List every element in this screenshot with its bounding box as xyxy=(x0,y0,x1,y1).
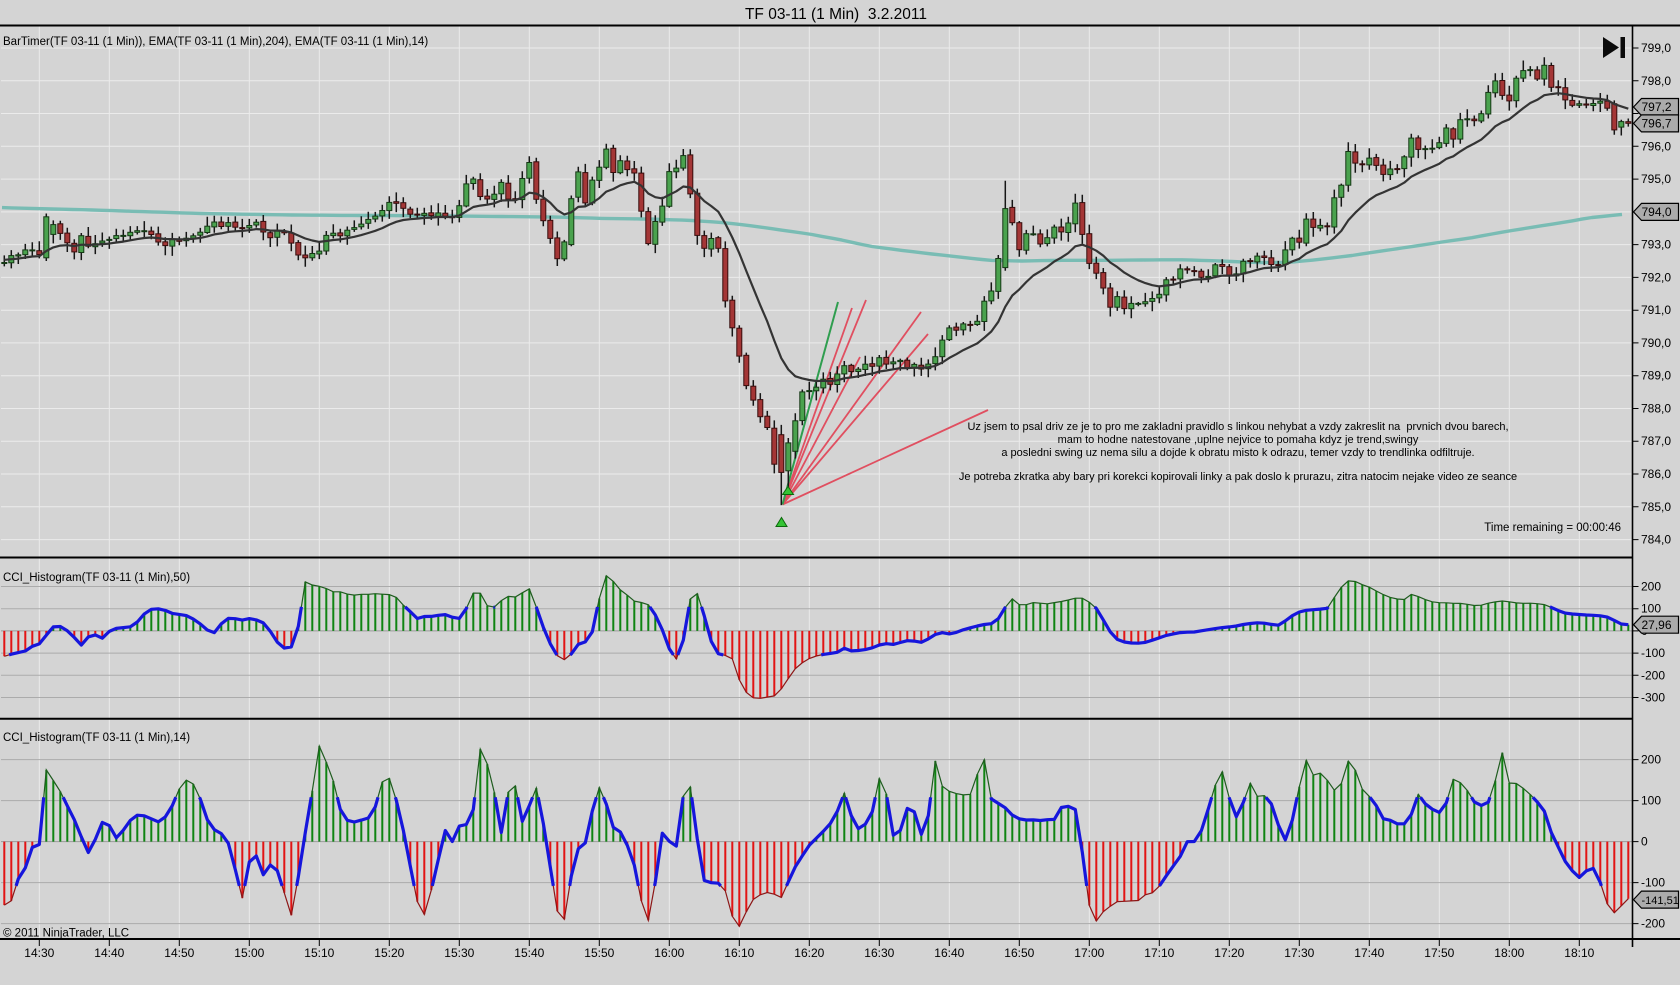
svg-text:14:40: 14:40 xyxy=(94,946,124,960)
svg-text:17:40: 17:40 xyxy=(1354,946,1384,960)
svg-text:787,0: 787,0 xyxy=(1641,434,1671,448)
svg-text:18:10: 18:10 xyxy=(1564,946,1594,960)
svg-text:27,96: 27,96 xyxy=(1642,618,1672,632)
svg-text:14:50: 14:50 xyxy=(164,946,194,960)
svg-text:16:40: 16:40 xyxy=(934,946,964,960)
svg-text:796,0: 796,0 xyxy=(1641,139,1671,153)
svg-text:17:50: 17:50 xyxy=(1424,946,1454,960)
svg-text:15:50: 15:50 xyxy=(584,946,614,960)
svg-text:793,0: 793,0 xyxy=(1641,238,1671,252)
svg-text:17:00: 17:00 xyxy=(1074,946,1104,960)
svg-text:Je potreba zkratka aby bary pr: Je potreba zkratka aby bary pri korekci … xyxy=(959,471,1517,483)
svg-text:794,0: 794,0 xyxy=(1642,205,1672,219)
svg-text:18:00: 18:00 xyxy=(1494,946,1524,960)
svg-text:mam to hodne natestovane ,upln: mam to hodne natestovane ,uplne nejvice … xyxy=(1058,434,1419,446)
svg-text:16:10: 16:10 xyxy=(724,946,754,960)
svg-text:15:00: 15:00 xyxy=(234,946,264,960)
svg-text:CCI_Histogram(TF 03-11 (1 Min): CCI_Histogram(TF 03-11 (1 Min),14) xyxy=(3,732,190,744)
svg-text:792,0: 792,0 xyxy=(1641,270,1671,284)
svg-text:15:20: 15:20 xyxy=(374,946,404,960)
svg-text:797,2: 797,2 xyxy=(1642,100,1672,114)
svg-text:-100: -100 xyxy=(1641,876,1665,890)
svg-text:-100: -100 xyxy=(1641,646,1665,660)
svg-text:796,7: 796,7 xyxy=(1642,117,1672,131)
svg-text:15:30: 15:30 xyxy=(444,946,474,960)
svg-text:100: 100 xyxy=(1641,602,1661,616)
svg-text:-300: -300 xyxy=(1641,691,1665,705)
svg-text:Time remaining = 00:00:46: Time remaining = 00:00:46 xyxy=(1484,522,1621,534)
svg-text:TF 03-11 (1 Min) 3.2.2011: TF 03-11 (1 Min) 3.2.2011 xyxy=(745,6,927,23)
svg-text:16:30: 16:30 xyxy=(864,946,894,960)
svg-text:0: 0 xyxy=(1641,835,1648,849)
svg-text:17:30: 17:30 xyxy=(1284,946,1314,960)
svg-text:BarTimer(TF 03-11 (1 Min)), EM: BarTimer(TF 03-11 (1 Min)), EMA(TF 03-11… xyxy=(3,36,428,48)
svg-text:a posledni swing uz nema silu: a posledni swing uz nema silu a dojde k … xyxy=(1001,447,1474,459)
svg-text:200: 200 xyxy=(1641,580,1661,594)
svg-text:788,0: 788,0 xyxy=(1641,401,1671,415)
svg-text:786,0: 786,0 xyxy=(1641,467,1671,481)
svg-text:16:00: 16:00 xyxy=(654,946,684,960)
svg-text:16:20: 16:20 xyxy=(794,946,824,960)
svg-text:Uz jsem to psal driv ze je to: Uz jsem to psal driv ze je to pro me zak… xyxy=(967,421,1508,433)
svg-text:14:30: 14:30 xyxy=(24,946,54,960)
svg-text:15:10: 15:10 xyxy=(304,946,334,960)
svg-text:795,0: 795,0 xyxy=(1641,172,1671,186)
svg-text:799,0: 799,0 xyxy=(1641,41,1671,55)
svg-text:-200: -200 xyxy=(1641,917,1665,931)
svg-text:798,0: 798,0 xyxy=(1641,74,1671,88)
svg-text:15:40: 15:40 xyxy=(514,946,544,960)
svg-text:-141,51: -141,51 xyxy=(1642,895,1679,907)
svg-text:791,0: 791,0 xyxy=(1641,303,1671,317)
svg-text:200: 200 xyxy=(1641,753,1661,767)
svg-text:790,0: 790,0 xyxy=(1641,336,1671,350)
svg-text:100: 100 xyxy=(1641,794,1661,808)
svg-text:784,0: 784,0 xyxy=(1641,533,1671,547)
svg-text:17:20: 17:20 xyxy=(1214,946,1244,960)
svg-text:CCI_Histogram(TF 03-11 (1 Min): CCI_Histogram(TF 03-11 (1 Min),50) xyxy=(3,572,190,584)
svg-text:16:50: 16:50 xyxy=(1004,946,1034,960)
svg-text:785,0: 785,0 xyxy=(1641,500,1671,514)
svg-text:17:10: 17:10 xyxy=(1144,946,1174,960)
svg-text:© 2011 NinjaTrader, LLC: © 2011 NinjaTrader, LLC xyxy=(3,928,129,940)
svg-text:-200: -200 xyxy=(1641,668,1665,682)
svg-text:789,0: 789,0 xyxy=(1641,369,1671,383)
